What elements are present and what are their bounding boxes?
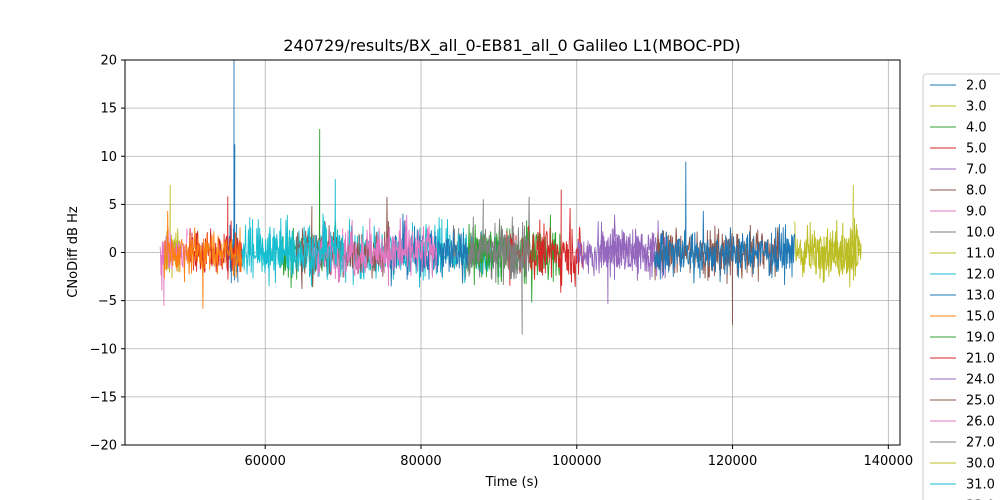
legend-label: 30.0 [966,457,995,472]
chart-title: 240729/results/BX_all_0-EB81_all_0 Galil… [283,36,740,56]
x-tick-label: 120000 [708,454,758,469]
legend-label: 26.0 [966,415,995,430]
y-tick-label: −10 [90,342,117,357]
y-tick-label: 15 [100,102,117,117]
y-tick-label: 5 [109,198,117,213]
legend-label: 33.0 [966,499,995,500]
series-line-27-0 [467,199,531,286]
x-axis-label: Time (s) [485,475,539,490]
series-line-30-0 [809,222,862,288]
series-lines [159,60,862,335]
legend-label: 3.0 [966,100,987,115]
legend-label: 10.0 [966,226,995,241]
x-tick-label: 60000 [245,454,286,469]
legend-label: 31.0 [966,478,995,493]
y-tick-label: 10 [100,150,117,165]
legend-label: 19.0 [966,331,995,346]
x-tick-label: 80000 [400,454,441,469]
y-tick-label: −15 [90,390,117,405]
series-line-33-0 [654,161,796,286]
legend-label: 4.0 [966,121,987,136]
y-ticks: −20 −15 −10 −5 0 5 10 15 20 [90,54,125,454]
legend-label: 5.0 [966,142,987,157]
x-ticks: 60000 80000 100000 120000 140000 [245,445,913,469]
y-axis-label: CNoDiff dB Hz [66,206,81,298]
x-tick-label: 140000 [863,454,913,469]
series-line-13-0 [389,213,469,287]
legend-label: 11.0 [966,247,995,262]
legend: 2.0 3.0 4.0 5.0 7.0 8.0 9.0 10.0 11.0 12.0 13.0 15.… [922,73,1000,500]
legend-label: 24.0 [966,373,995,388]
legend-label: 13.0 [966,289,995,304]
legend-label: 27.0 [966,436,995,451]
series-line-15-0 [163,210,243,309]
legend-frame [922,73,1000,500]
legend-label: 8.0 [966,184,987,199]
legend-label: 9.0 [966,205,987,220]
series-line-24-0 [576,221,656,281]
legend-label: 25.0 [966,394,995,409]
y-tick-label: 0 [109,246,117,261]
y-tick-label: 20 [100,54,117,69]
legend-label: 2.0 [966,79,987,94]
x-tick-label: 100000 [552,454,602,469]
y-tick-label: −5 [98,294,117,309]
y-tick-label: −20 [90,439,117,454]
legend-label: 15.0 [966,310,995,325]
legend-label: 7.0 [966,163,987,178]
series-line-31-0 [241,213,344,287]
legend-label: 12.0 [966,268,995,283]
legend-label: 21.0 [966,352,995,367]
